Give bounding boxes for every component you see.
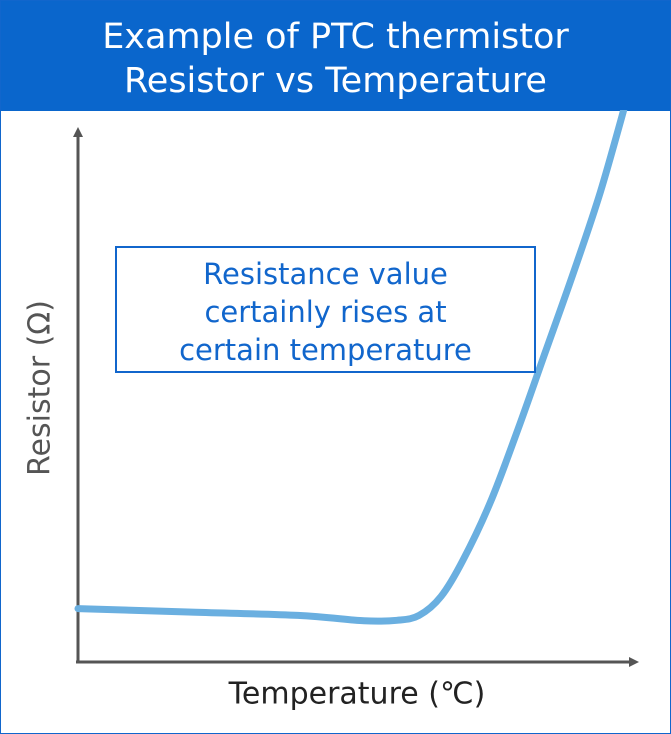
- chart-title-line-1: Example of PTC thermistor: [102, 17, 569, 57]
- title-bar: Example of PTC thermistor Resistor vs Te…: [1, 1, 670, 111]
- annotation-line-1: Resistance value: [203, 257, 448, 291]
- chart-title-line-2: Resistor vs Temperature: [124, 61, 547, 101]
- x-axis-label: Temperature (℃): [228, 676, 486, 712]
- chart-plot: [73, 110, 639, 667]
- annotation-box: Resistance value certainly rises at cert…: [115, 246, 536, 373]
- resistance-curve: [74, 110, 628, 625]
- annotation-line-2: certainly rises at: [204, 295, 447, 329]
- y-axis-label: Resistor (Ω): [22, 300, 58, 476]
- annotation-line-3: certain temperature: [179, 333, 472, 367]
